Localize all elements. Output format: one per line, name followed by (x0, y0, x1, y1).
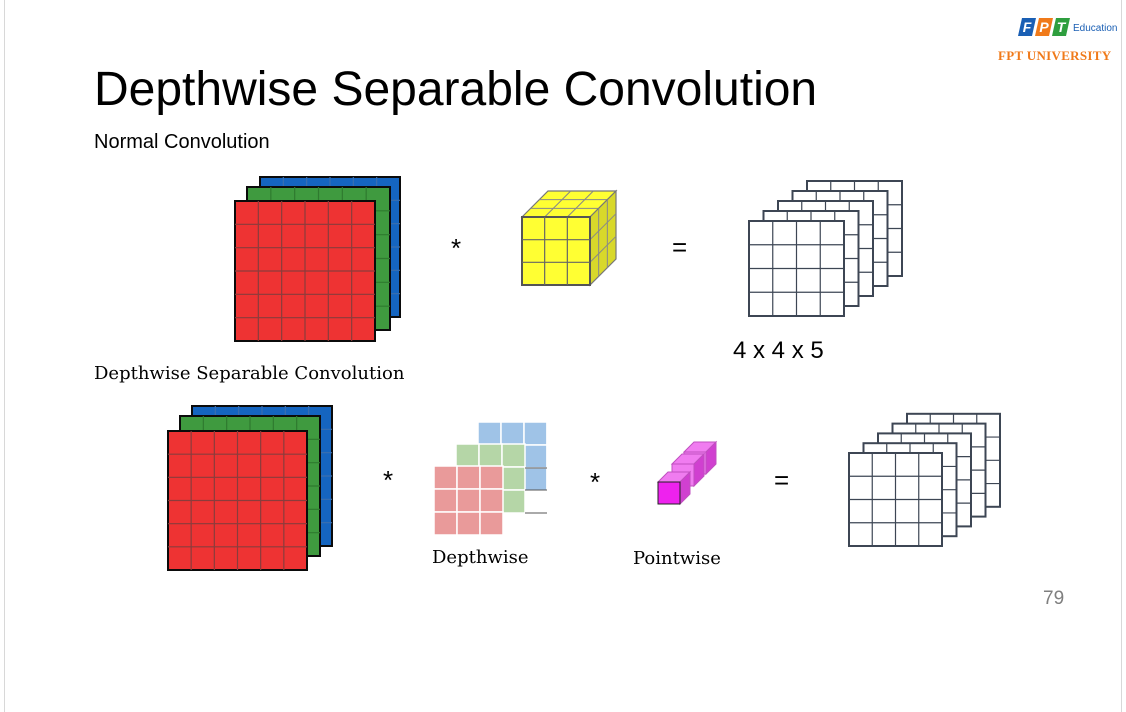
input-volume-normal (234, 176, 401, 342)
channel-red (167, 430, 308, 571)
output-volume-separable (848, 412, 1001, 547)
logo-education-text: Education (1073, 23, 1118, 34)
depthwise-filters (433, 421, 548, 536)
output-sep-slice (848, 452, 943, 547)
depthwise-filter-red (433, 465, 504, 536)
output-dimensions-label: 4 x 4 x 5 (733, 337, 824, 364)
logo-letter: F (1023, 19, 1032, 35)
logo-university-text: FPT UNIVERSITY (998, 48, 1112, 63)
page-title: Depthwise Separable Convolution (94, 63, 818, 116)
multiply-operator-1: * (383, 465, 394, 495)
cube-front-face (521, 216, 591, 286)
output-normal-slice (748, 220, 845, 317)
page-number: 79 (1043, 588, 1065, 609)
logo-tile (1018, 18, 1036, 36)
logo-letter: T (1057, 19, 1067, 35)
separable-convolution-label: Depthwise Separable Convolution (94, 363, 405, 384)
channel-red (234, 200, 376, 342)
logo-letter: P (1039, 19, 1049, 35)
equals-operator-separable: = (774, 465, 790, 495)
input-volume-separable (167, 405, 333, 571)
logo-tile (1035, 18, 1053, 36)
multiply-operator-normal: * (451, 233, 462, 263)
pointwise-filter (656, 440, 718, 506)
logo-tile (1052, 18, 1070, 36)
multiply-operator-2: * (590, 467, 601, 497)
output-volume-normal (748, 180, 903, 317)
filter-cube-yellow (520, 189, 618, 287)
normal-convolution-label: Normal Convolution (94, 131, 270, 153)
depthwise-label: Depthwise (432, 547, 529, 568)
equals-operator-normal: = (672, 232, 688, 262)
pointwise-cell (657, 481, 681, 505)
pointwise-label: Pointwise (633, 548, 721, 569)
